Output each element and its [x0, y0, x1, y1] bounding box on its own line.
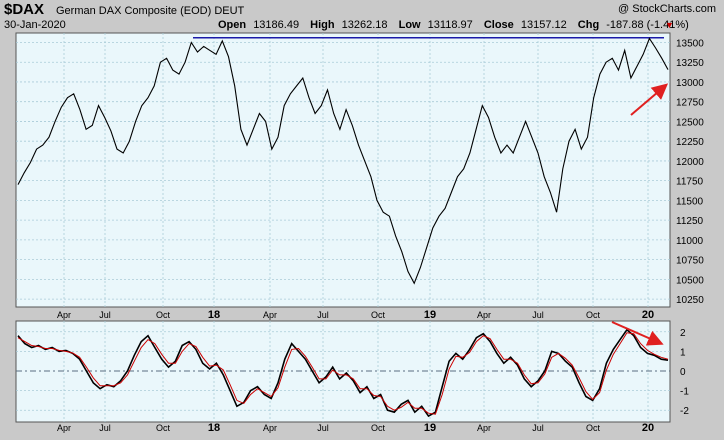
close-label: Close [484, 19, 514, 31]
price-y-tick-label: 11750 [676, 177, 704, 188]
price-panel: 10250 10500 10750 11000 11250 11500 11750 12000… [15, 32, 704, 321]
open-label: Open [218, 19, 246, 31]
price-y-tick-label: 11500 [676, 196, 704, 207]
price-y-tick-label: 13250 [676, 58, 704, 69]
price-x-tick-label: Apr [57, 310, 71, 320]
close-value: 13157.12 [521, 19, 567, 31]
oscillator-y-tick-label: 0 [680, 367, 686, 378]
chg-value: -187.88 (-1.41%) [606, 19, 689, 31]
price-x-tick-label: Jul [532, 310, 544, 320]
low-value: 13118.97 [428, 19, 473, 31]
oscillator-x-tick-label: 19 [424, 422, 436, 434]
oscillator-y-tick-label: -1 [680, 387, 689, 398]
oscillator-y-tick-label: 1 [680, 347, 686, 358]
price-x-tick-label: Oct [371, 310, 386, 320]
price-y-tick-label: 10250 [676, 295, 704, 306]
high-value: 13262.18 [342, 19, 388, 31]
oscillator-x-tick-label: Jul [317, 423, 329, 433]
oscillator-x-tick-label: 18 [208, 422, 220, 434]
low-label: Low [399, 19, 421, 31]
price-x-axis: Apr Jul Oct 18 Apr Jul Oct 19 Apr Jul Oct 20 [57, 309, 654, 321]
price-plot-area [15, 32, 671, 308]
price-x-tick-label: Apr [477, 310, 491, 320]
price-y-tick-label: 12750 [676, 98, 704, 109]
date-label: 30-Jan-2020 [4, 19, 66, 31]
ohlc-readout: Open 13186.49 High 13262.18 Low 13118.97… [218, 19, 689, 31]
price-y-tick-label: 12000 [676, 157, 704, 168]
price-x-tick-label: Oct [156, 310, 171, 320]
symbol-label: $DAX [4, 1, 44, 18]
oscillator-x-tick-label: 20 [642, 422, 654, 434]
price-x-tick-label: Apr [263, 310, 277, 320]
chg-label: Chg [578, 19, 599, 31]
price-x-tick-label: 20 [642, 309, 654, 321]
price-x-tick-label: Oct [586, 310, 601, 320]
price-y-axis: 10250 10500 10750 11000 11250 11500 11750 12000… [676, 38, 704, 306]
oscillator-x-tick-label: Jul [99, 423, 111, 433]
signal-line [17, 332, 669, 415]
oscillator-x-tick-label: Jul [532, 423, 544, 433]
instrument-name: German DAX Composite (EOD) DEUT [56, 5, 245, 17]
price-x-tick-label: 19 [424, 309, 436, 321]
oscillator-x-tick-label: Oct [586, 423, 601, 433]
watermark: @ StockCharts.com [618, 3, 716, 15]
price-y-tick-label: 12250 [676, 137, 704, 148]
price-x-tick-label: Jul [317, 310, 329, 320]
upward-arrow-annotation [630, 83, 669, 116]
price-y-tick-label: 12500 [676, 117, 704, 128]
price-y-tick-label: 10500 [676, 275, 704, 286]
downward-arrow-annotation [611, 321, 664, 346]
oscillator-panel: -2 -1 0 1 2 Apr Jul Oct 18 Apr Jul Oct 19 Apr Jul Oct 2… [15, 320, 689, 434]
price-y-tick-label: 10750 [676, 256, 704, 267]
oscillator-x-axis: Apr Jul Oct 18 Apr Jul Oct 19 Apr Jul Oct 20 [57, 422, 654, 434]
down-arrow-icon: ▼ [665, 20, 674, 30]
price-y-tick-label: 13500 [676, 38, 704, 49]
oscillator-x-tick-label: Apr [477, 423, 491, 433]
oscillator-x-tick-label: Apr [263, 423, 277, 433]
open-value: 13186.49 [253, 19, 299, 31]
oscillator-x-tick-label: Oct [371, 423, 386, 433]
oscillator-x-tick-label: Apr [57, 423, 71, 433]
oscillator-y-tick-label: -2 [680, 406, 689, 417]
price-series-line [17, 37, 669, 285]
oscillator-y-tick-label: 2 [680, 328, 686, 339]
high-label: High [310, 19, 335, 31]
oscillator-x-tick-label: Oct [156, 423, 171, 433]
oscillator-y-axis: -2 -1 0 1 2 [680, 328, 689, 417]
price-y-tick-label: 13000 [676, 78, 704, 89]
price-y-tick-label: 11000 [676, 236, 704, 247]
price-x-tick-label: 18 [208, 309, 220, 321]
price-y-tick-label: 11250 [676, 216, 704, 227]
price-x-tick-label: Jul [99, 310, 111, 320]
